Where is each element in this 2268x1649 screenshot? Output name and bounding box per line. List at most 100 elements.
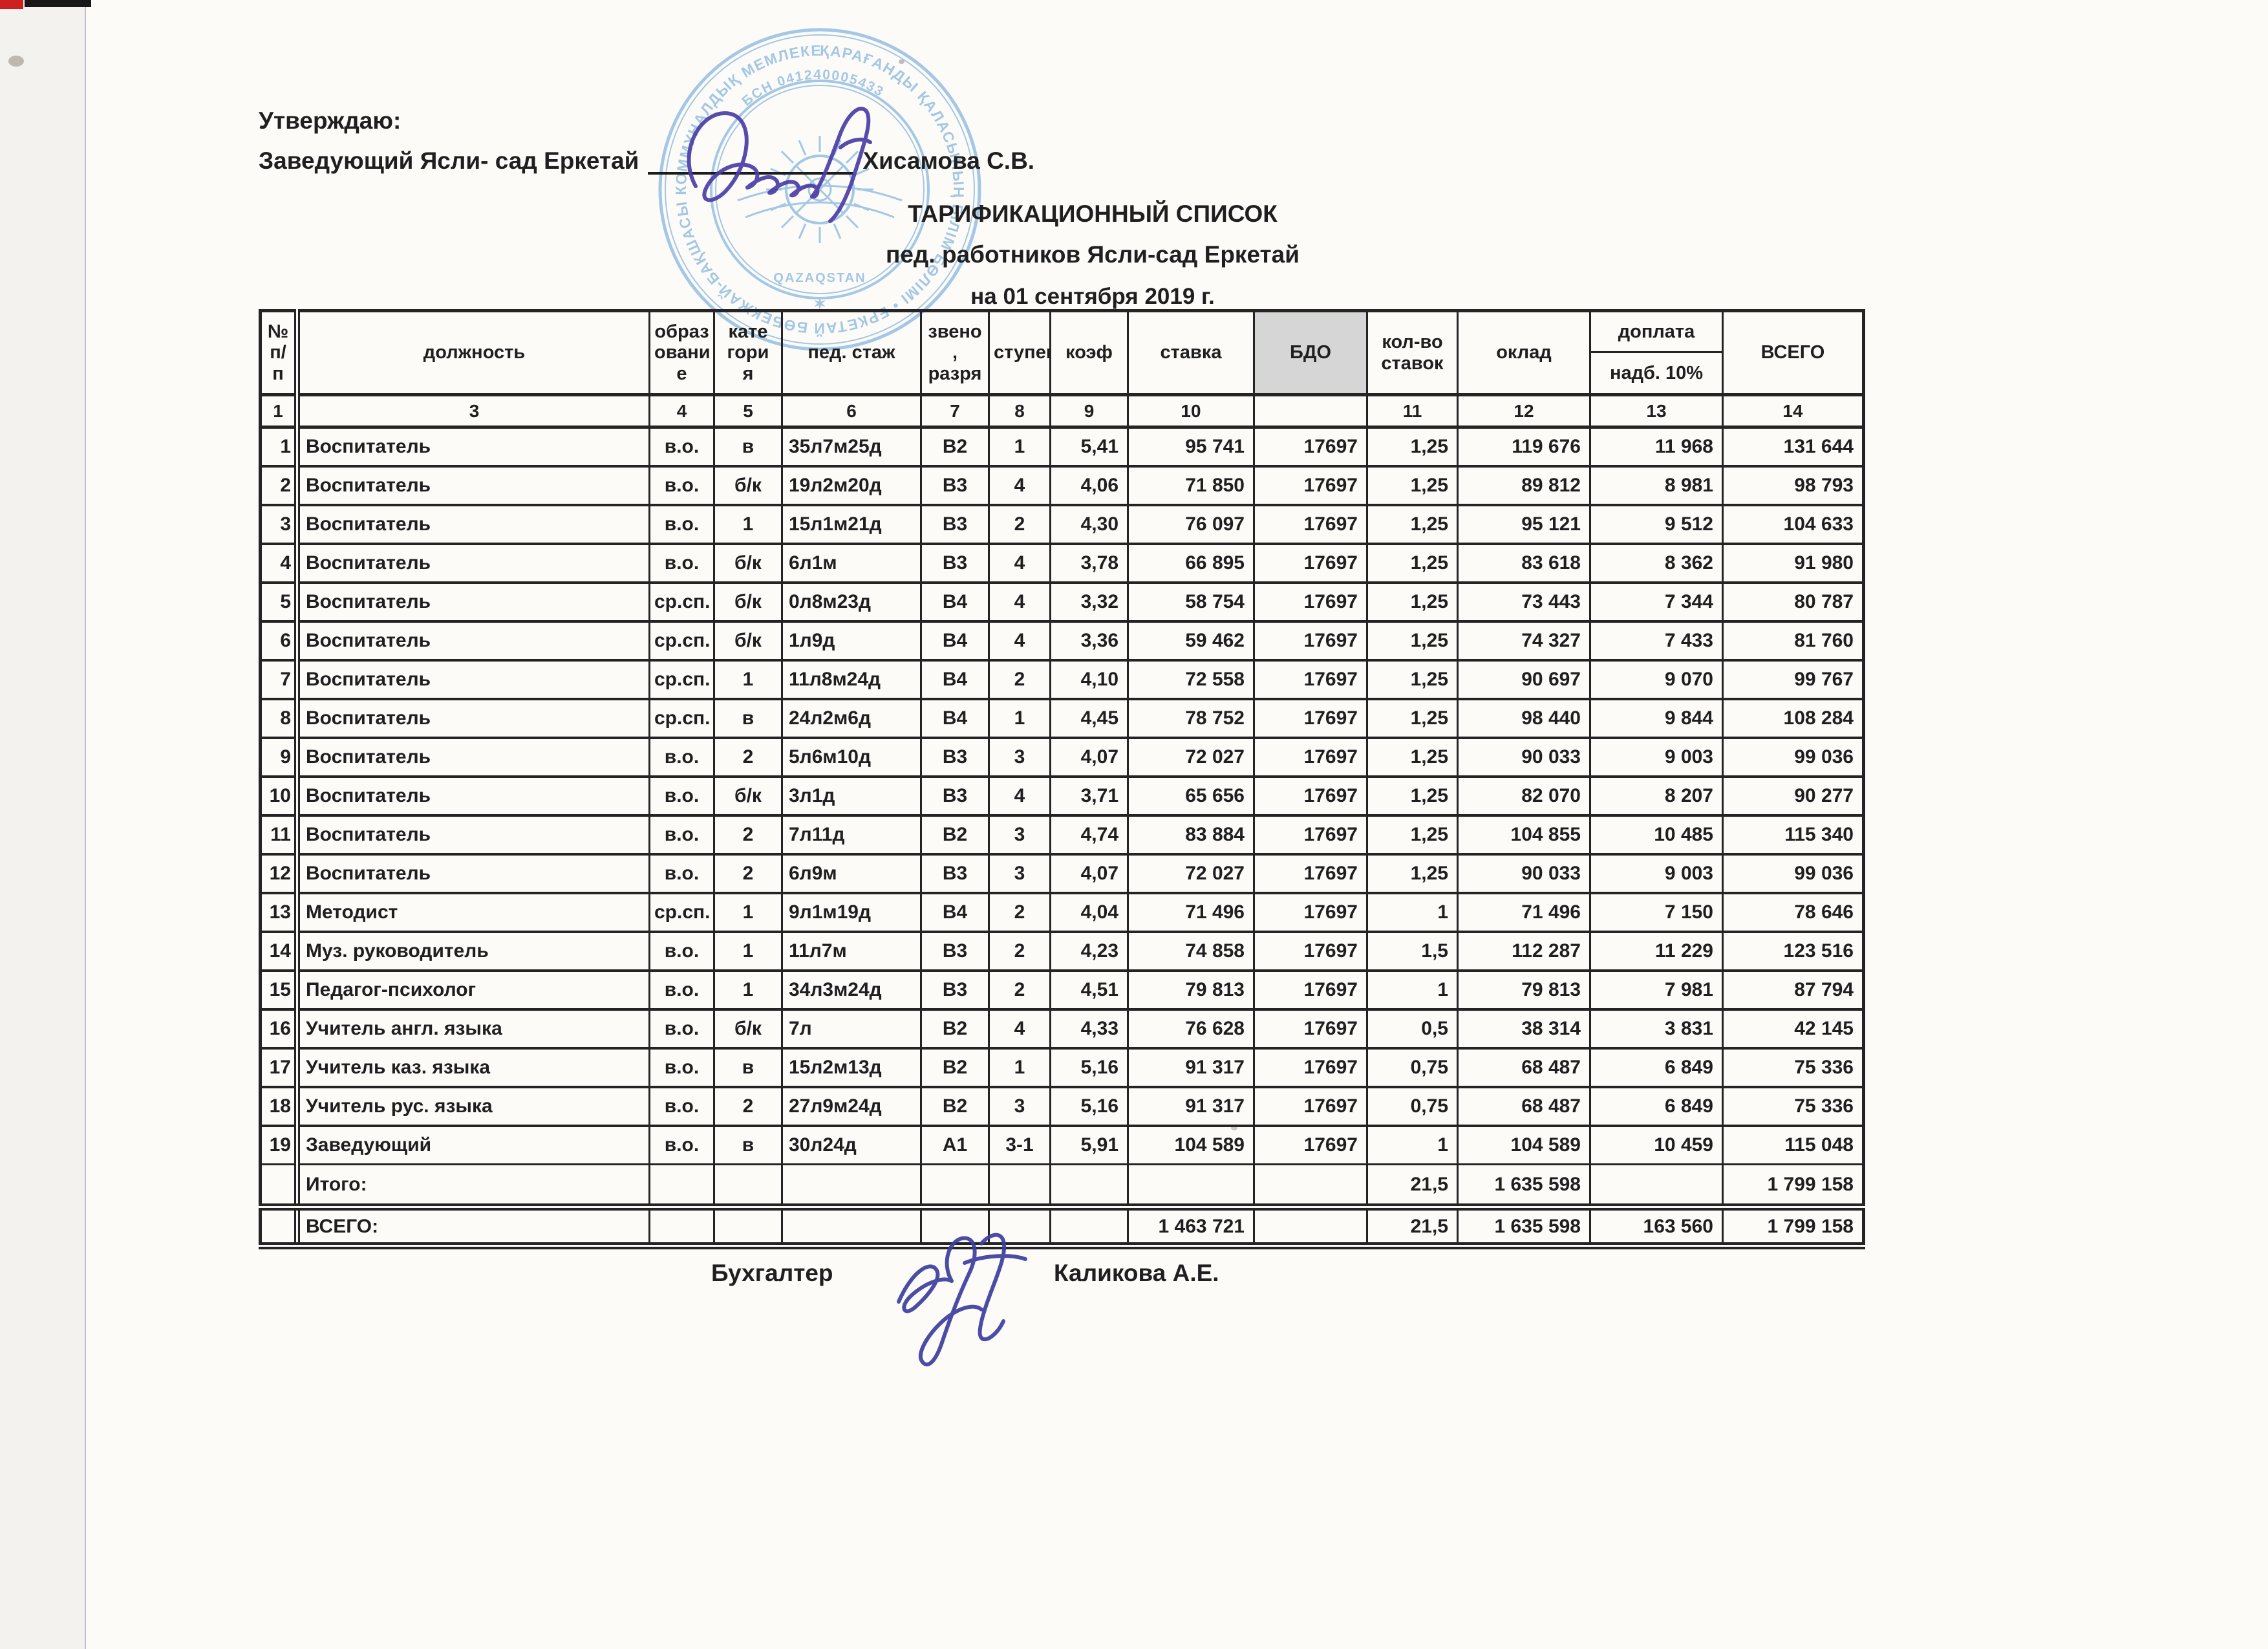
data-cell: 17 [259, 1046, 298, 1088]
data-cell: 79 813 [1457, 969, 1591, 1010]
data-cell: 42 145 [1722, 1008, 1865, 1049]
data-cell: 11 229 [1589, 930, 1724, 971]
data-cell: Воспитатель [294, 426, 650, 467]
column-number-cell: 14 [1722, 394, 1865, 429]
data-cell: 82 070 [1457, 775, 1591, 816]
data-cell: Воспитатель [294, 581, 650, 622]
data-cell: 72 027 [1127, 852, 1255, 894]
header-cell: образ овани е [648, 310, 715, 396]
data-cell: 2 [259, 464, 298, 506]
vsego-row: ВСЕГО: 1 463 721 21,5 1 635 598 163 560 1 799… [259, 1203, 1865, 1249]
title-line-1: ТАРИФИКАЦИОННЫЙ СПИСОК [908, 200, 1278, 227]
data-cell: 74 858 [1127, 930, 1255, 971]
data-cell: 4,45 [1049, 697, 1129, 738]
data-cell: 71 496 [1457, 891, 1591, 932]
table-row: 11 Воспитатель в.о. 2 7л11д В2 3 4,74 83 884 1769… [259, 814, 1865, 855]
total-cell [781, 1163, 922, 1208]
data-cell: 112 287 [1457, 930, 1591, 971]
data-cell: 9 003 [1589, 852, 1724, 894]
data-cell: 3,36 [1049, 620, 1129, 661]
data-cell: в [713, 697, 783, 738]
data-cell: 1 [259, 426, 298, 467]
data-cell: 115 340 [1722, 814, 1865, 855]
data-cell: 1,25 [1366, 658, 1459, 700]
table-row: 2 Воспитатель в.о. б/к 19л2м20д В3 4 4,06 71 850… [259, 464, 1865, 506]
data-cell: в.о. [648, 1046, 715, 1088]
header-cell: кол-во ставок [1366, 310, 1459, 396]
data-cell: 1 [988, 697, 1051, 738]
data-cell: 98 440 [1457, 697, 1591, 738]
column-number-cell: 11 [1366, 394, 1459, 429]
title-line-3: на 01 сентября 2019 г. [970, 284, 1215, 309]
data-cell: 19л2м20д [781, 464, 922, 506]
data-cell: 18 [259, 1085, 298, 1126]
data-cell: 17697 [1253, 891, 1368, 932]
table-row: 19 Заведующий в.о. в 30л24д А1 3-1 5,91 104 589 1… [259, 1124, 1865, 1165]
data-cell: 9 844 [1589, 697, 1724, 738]
data-cell: 3,71 [1049, 775, 1129, 816]
data-cell: в.о. [648, 1008, 715, 1049]
column-number-cell: 13 [1589, 394, 1724, 429]
data-cell: 1 [1366, 1124, 1459, 1165]
data-cell: 71 850 [1127, 464, 1255, 506]
data-cell: 1 [1366, 891, 1459, 932]
data-cell: 17697 [1253, 930, 1368, 971]
data-cell: Воспитатель [294, 503, 650, 544]
data-cell: Воспитатель [294, 542, 650, 583]
data-cell: 4,74 [1049, 814, 1129, 855]
data-cell: 3 [259, 503, 298, 544]
table-row: 1 Воспитатель в.о. в 35л7м25д В2 1 5,41 95 741 17… [259, 426, 1865, 467]
data-cell: 10 [259, 775, 298, 816]
data-cell: 75 336 [1722, 1085, 1865, 1126]
data-cell: 75 336 [1722, 1046, 1865, 1088]
total-cell [648, 1163, 715, 1208]
header-cell: коэф [1049, 310, 1129, 396]
table-row: 7 Воспитатель ср.сп. 1 11л8м24д В4 2 4,10 72 558… [259, 658, 1865, 700]
table-row: 16 Учитель англ. языка в.о. б/к 7л В2 4 4,33 76 … [259, 1008, 1865, 1049]
scan-smudge [8, 56, 24, 67]
data-cell: В4 [920, 581, 990, 622]
data-cell: 65 656 [1127, 775, 1255, 816]
column-number-cell: 5 [713, 394, 783, 429]
data-cell: Воспитатель [294, 464, 650, 506]
stamp-inner-text: БСН 041240005433 [740, 67, 886, 109]
total-cell [713, 1163, 783, 1208]
total-cell [920, 1163, 990, 1208]
data-cell: 0,75 [1366, 1046, 1459, 1088]
data-cell: 131 644 [1722, 426, 1865, 467]
data-cell: 2 [988, 658, 1051, 700]
column-number-cell: 6 [781, 394, 922, 429]
data-cell: 90 033 [1457, 736, 1591, 777]
data-cell: б/к [713, 464, 783, 506]
data-cell: 104 855 [1457, 814, 1591, 855]
itogo-row: Итого: 21,5 1 635 598 1 799 158 [259, 1163, 1865, 1208]
approve-name: Хисамова С.В. [862, 147, 1035, 174]
table-row: 10 Воспитатель в.о. б/к 3л1д В3 4 3,71 65 656 176… [259, 775, 1865, 816]
data-cell: 3 [988, 736, 1051, 777]
data-cell: В4 [920, 891, 990, 932]
data-cell: в.о. [648, 426, 715, 467]
data-cell: В4 [920, 697, 990, 738]
total-cell [781, 1203, 922, 1249]
data-cell: 4,07 [1049, 852, 1129, 894]
data-cell: 90 697 [1457, 658, 1591, 700]
data-cell: Заведующий [294, 1124, 650, 1165]
data-cell: В3 [920, 775, 990, 816]
data-cell: Воспитатель [294, 775, 650, 816]
data-cell: 59 462 [1127, 620, 1255, 661]
total-cell: Итого: [294, 1163, 650, 1208]
data-cell: 87 794 [1722, 969, 1865, 1010]
total-cell [1589, 1163, 1724, 1208]
header-cell: должность [294, 310, 650, 396]
data-cell: 2 [713, 814, 783, 855]
data-cell: 4,33 [1049, 1008, 1129, 1049]
data-cell: 15л2м13д [781, 1046, 922, 1088]
total-cell [259, 1203, 298, 1249]
data-cell: 76 097 [1127, 503, 1255, 544]
data-cell: 6л9м [781, 852, 922, 894]
accountant-role-label: Бухгалтер [711, 1260, 833, 1286]
data-cell: 91 317 [1127, 1046, 1255, 1088]
data-cell: 4 [988, 542, 1051, 583]
data-cell: 72 027 [1127, 736, 1255, 777]
data-cell: 9 003 [1589, 736, 1724, 777]
